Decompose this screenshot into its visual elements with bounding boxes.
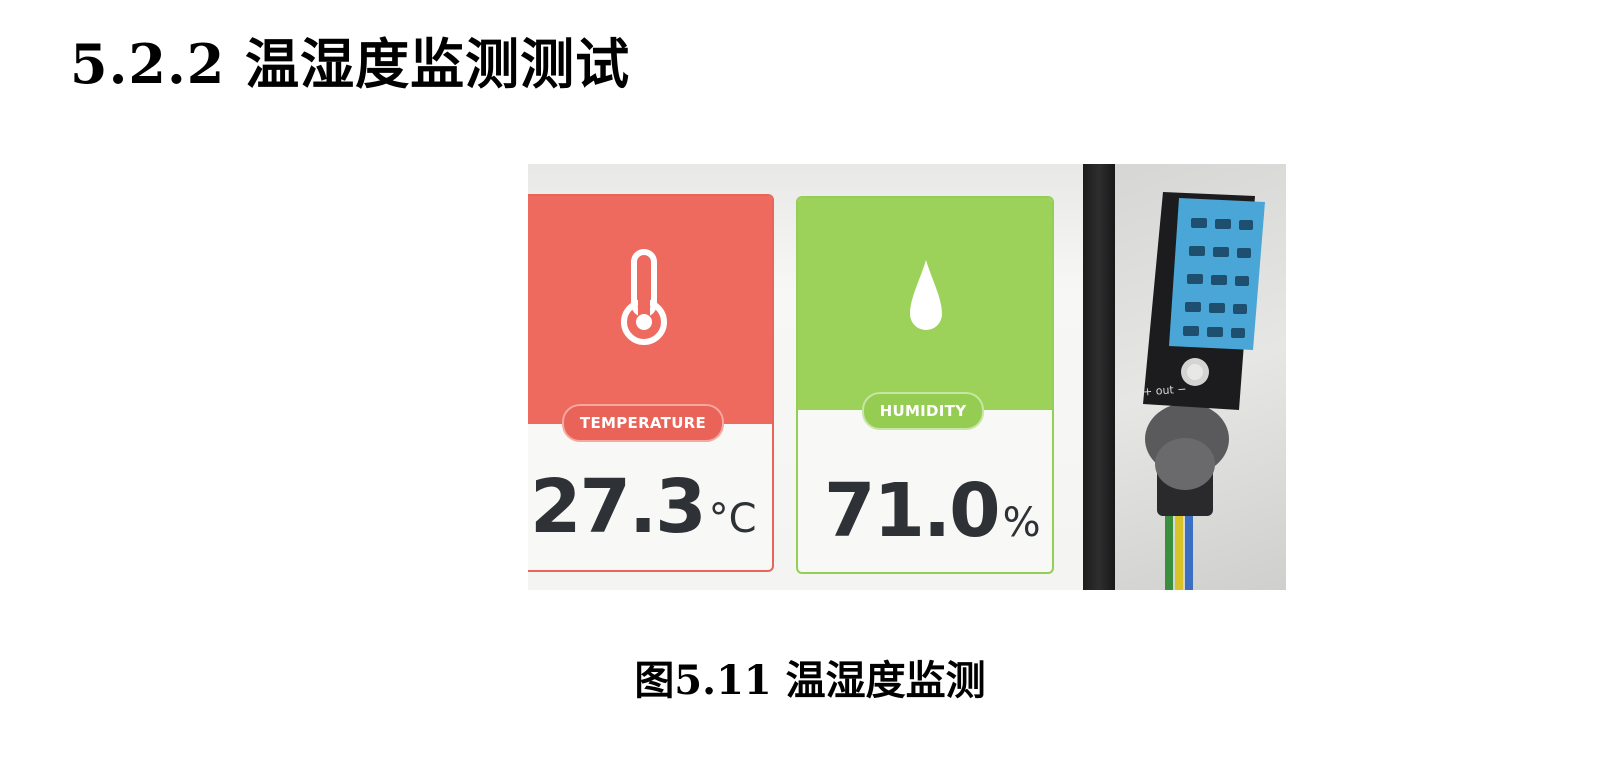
figure-photo: TEMPERATURE 27.3 °C HUMIDITY 71.0%: [528, 164, 1286, 590]
humidity-card: HUMIDITY 71.0%: [796, 196, 1054, 574]
humidity-number: 71.0: [824, 468, 1001, 554]
temperature-value: 27.3 °C: [530, 464, 757, 550]
humidity-label: HUMIDITY: [862, 392, 984, 430]
monitor-bezel: [1083, 164, 1115, 590]
thermometer-icon: [621, 249, 667, 345]
temperature-card: TEMPERATURE 27.3 °C: [528, 194, 774, 572]
temperature-unit: °C: [708, 496, 757, 542]
humidity-value: 71.0%: [824, 468, 1041, 554]
humidity-unit: %: [1002, 500, 1041, 546]
dht-sensor-module: [1143, 192, 1265, 590]
water-drop-icon: [910, 260, 942, 330]
temperature-number: 27.3: [530, 464, 707, 550]
section-heading: 5.2.2 温湿度监测测试: [70, 32, 631, 96]
temperature-label: TEMPERATURE: [562, 404, 724, 442]
figure-caption: 图5.11 温湿度监测: [634, 657, 986, 704]
